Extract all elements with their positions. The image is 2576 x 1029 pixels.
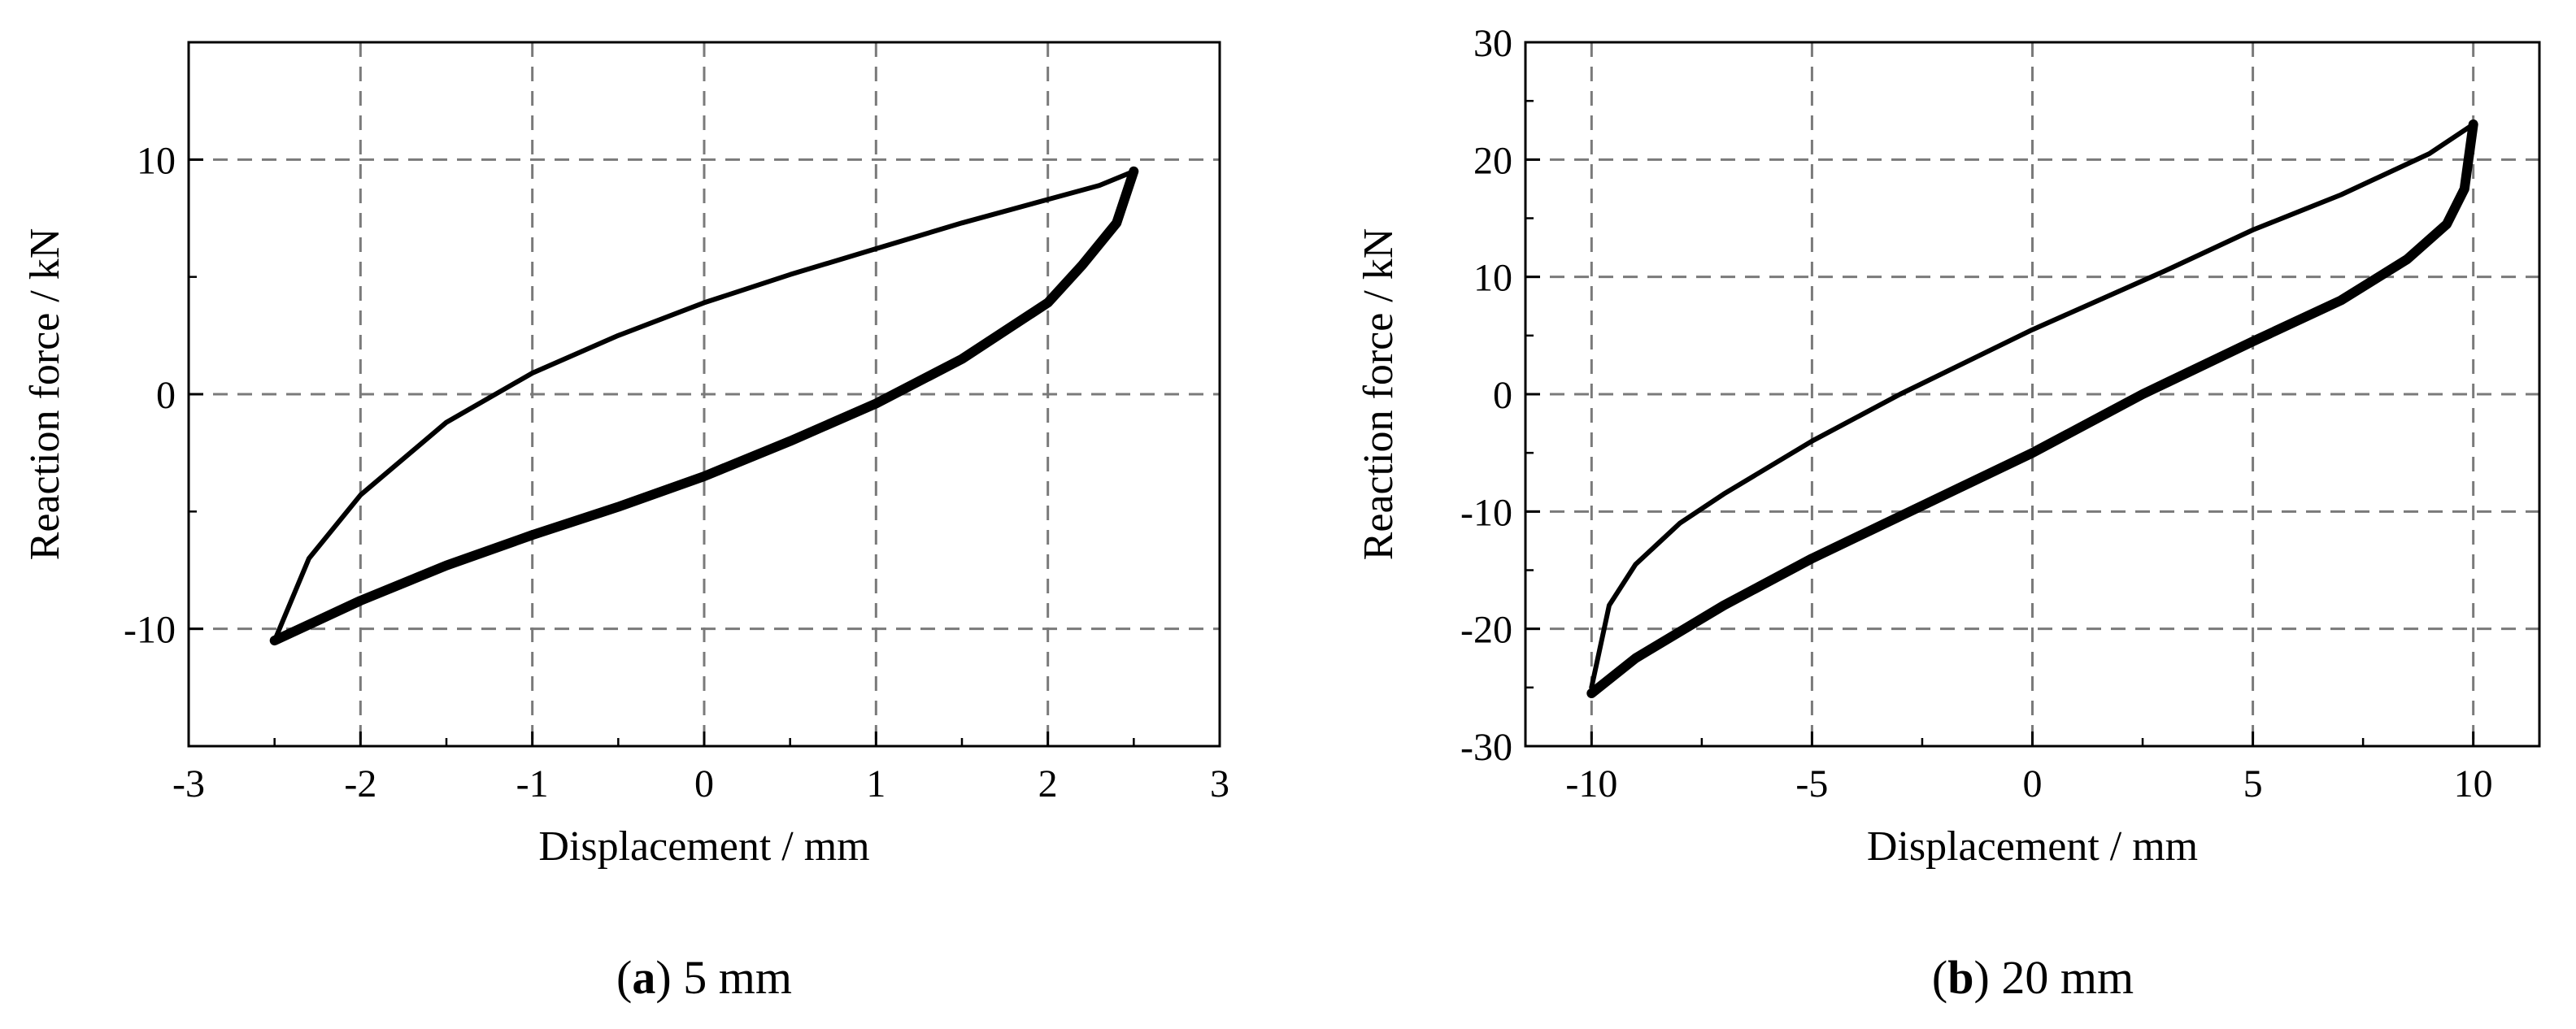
- y-tick-label: -10: [1460, 491, 1512, 534]
- caption-text: 5 mm: [672, 951, 792, 1004]
- x-axis-title: Displacement / mm: [1867, 823, 2198, 870]
- y-tick-label: 30: [1473, 22, 1512, 65]
- panel-caption: (b) 20 mm: [1932, 951, 2134, 1004]
- y-axis-title: Reaction force / kN: [22, 228, 68, 561]
- x-tick-label: 0: [694, 762, 714, 805]
- y-axis-title: Reaction force / kN: [1355, 228, 1402, 561]
- y-tick-label: -30: [1460, 726, 1512, 769]
- series-line-unloading: [1586, 119, 2478, 698]
- y-tick-label: 0: [1493, 374, 1512, 417]
- y-tick-label: 10: [1473, 257, 1512, 300]
- y-tick-label: 20: [1473, 139, 1512, 182]
- x-tick-label: 1: [866, 762, 886, 805]
- series-line-unloading: [269, 166, 1139, 646]
- y-tick-label: 0: [156, 374, 176, 417]
- series-line-loading: [1589, 122, 2476, 690]
- x-tick-label: -10: [1565, 762, 1617, 805]
- x-tick-label: -3: [172, 762, 205, 805]
- x-tick-label: -2: [344, 762, 376, 805]
- caption-close-paren: ): [655, 951, 671, 1004]
- x-tick-label: 2: [1038, 762, 1058, 805]
- x-tick-label: 5: [2243, 762, 2263, 805]
- y-tick-label: -10: [124, 609, 176, 652]
- caption-open-paren: (: [1932, 951, 1947, 1004]
- caption-text: 20 mm: [1990, 951, 2134, 1004]
- y-tick-label: 10: [137, 139, 176, 182]
- y-tick-label: -20: [1460, 609, 1512, 652]
- panel-b: -10 -5 0 5 10 -30 -20 -10 0 10 20 30 Displacement / …: [1355, 22, 2541, 1004]
- x-tick-label: 0: [2023, 762, 2043, 805]
- x-tick-label: -1: [516, 762, 549, 805]
- caption-close-paren: ): [1974, 951, 1990, 1004]
- x-tick-label: -5: [1795, 762, 1828, 805]
- x-tick-label: 10: [2454, 762, 2493, 805]
- caption-letter: a: [632, 951, 655, 1004]
- series-line-loading: [272, 168, 1137, 644]
- caption-open-paren: (: [616, 951, 632, 1004]
- panel-caption: (a) 5 mm: [616, 951, 792, 1004]
- x-axis-title: Displacement / mm: [538, 823, 869, 870]
- x-tick-label: 3: [1210, 762, 1229, 805]
- caption-letter: b: [1947, 951, 1973, 1004]
